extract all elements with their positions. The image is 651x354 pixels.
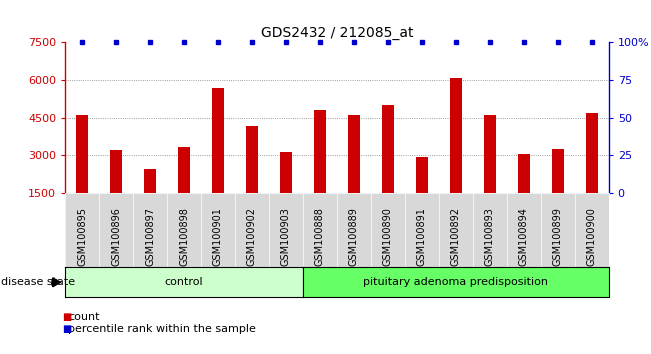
Text: GSM100888: GSM100888 bbox=[315, 207, 325, 266]
Text: disease state: disease state bbox=[1, 277, 76, 287]
Text: GSM100896: GSM100896 bbox=[111, 207, 121, 266]
Text: control: control bbox=[165, 277, 203, 287]
Text: count: count bbox=[68, 312, 100, 322]
Text: GSM100899: GSM100899 bbox=[553, 207, 562, 266]
Bar bbox=[110, 150, 122, 193]
Text: GSM100898: GSM100898 bbox=[179, 207, 189, 266]
Text: GSM100890: GSM100890 bbox=[383, 207, 393, 266]
Bar bbox=[144, 169, 156, 193]
Text: percentile rank within the sample: percentile rank within the sample bbox=[68, 324, 256, 334]
Bar bbox=[280, 152, 292, 193]
Text: ■: ■ bbox=[62, 312, 71, 322]
Text: GSM100894: GSM100894 bbox=[519, 207, 529, 266]
Bar bbox=[314, 110, 326, 193]
Title: GDS2432 / 212085_at: GDS2432 / 212085_at bbox=[260, 26, 413, 40]
Bar bbox=[76, 115, 88, 193]
Bar bbox=[586, 113, 598, 193]
Bar bbox=[382, 105, 394, 193]
Text: GSM100889: GSM100889 bbox=[349, 207, 359, 266]
Text: GSM100901: GSM100901 bbox=[213, 207, 223, 266]
Text: GSM100893: GSM100893 bbox=[485, 207, 495, 266]
Text: ■: ■ bbox=[62, 324, 71, 334]
Bar bbox=[552, 149, 564, 193]
Bar bbox=[246, 126, 258, 193]
Bar bbox=[212, 88, 224, 193]
Text: GSM100897: GSM100897 bbox=[145, 207, 155, 266]
Bar bbox=[484, 115, 495, 193]
Text: GSM100892: GSM100892 bbox=[450, 207, 461, 266]
Text: GSM100900: GSM100900 bbox=[587, 207, 597, 266]
Text: GSM100903: GSM100903 bbox=[281, 207, 291, 266]
Text: pituitary adenoma predisposition: pituitary adenoma predisposition bbox=[363, 277, 548, 287]
Bar bbox=[178, 147, 190, 193]
Text: GSM100895: GSM100895 bbox=[77, 207, 87, 266]
Text: GSM100902: GSM100902 bbox=[247, 207, 257, 266]
Bar bbox=[518, 154, 530, 193]
Text: GSM100891: GSM100891 bbox=[417, 207, 427, 266]
Bar bbox=[416, 156, 428, 193]
Bar bbox=[348, 115, 360, 193]
Bar bbox=[450, 78, 462, 193]
